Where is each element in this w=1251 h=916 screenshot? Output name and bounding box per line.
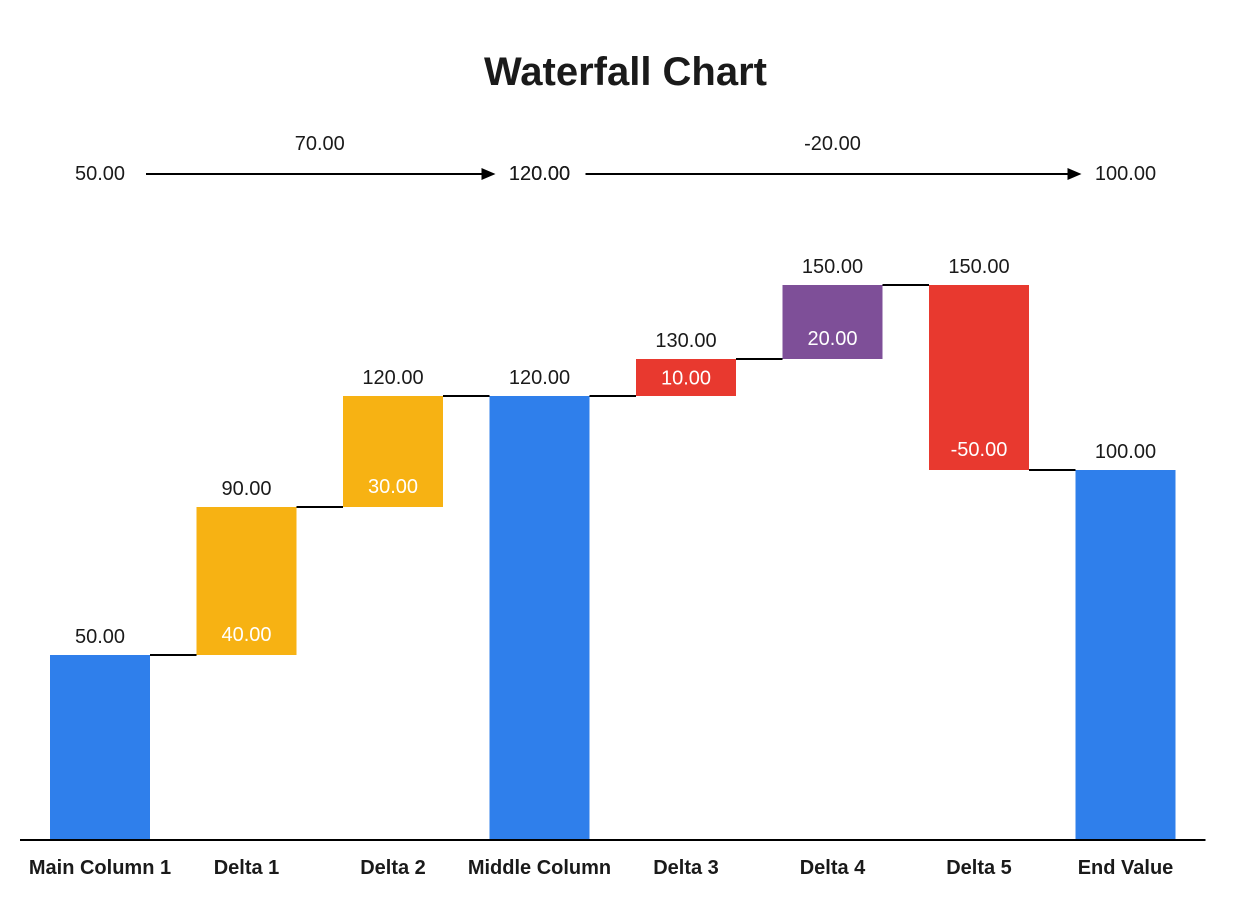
bar-top-label: 150.00 xyxy=(948,256,1009,278)
annotation-start-value: 50.00 xyxy=(75,163,125,185)
bar-delta-label: -50.00 xyxy=(951,439,1008,461)
bar-delta-label: 30.00 xyxy=(368,476,418,498)
bar-delta-label: 40.00 xyxy=(221,624,271,646)
chart-title: Waterfall Chart xyxy=(484,50,767,94)
bar-top-label: 120.00 xyxy=(362,367,423,389)
category-label: Middle Column xyxy=(468,857,611,879)
category-labels: Main Column 1 Delta 1 Delta 2 Middle Column… xyxy=(29,857,1173,879)
annotation-delta-value: 70.00 xyxy=(295,133,345,155)
annotations: 50.00120.0070.00120.00100.00-20.00 xyxy=(75,133,1156,185)
category-label: Delta 2 xyxy=(360,857,426,879)
category-label: Delta 3 xyxy=(653,857,719,879)
category-label: Delta 1 xyxy=(214,857,280,879)
bars: 50.00 90.00 40.00 120.00 30.00 120.00 130.00 10… xyxy=(50,256,1176,840)
total-bar xyxy=(50,655,150,840)
waterfall-chart: Waterfall Chart 50.00 120.00 70.00 120.00 10… xyxy=(0,0,1251,916)
annotation-end-value: 100.00 xyxy=(1095,163,1156,185)
bar-top-label: 90.00 xyxy=(221,478,271,500)
category-label: Delta 4 xyxy=(800,857,866,879)
bar-top-label: 130.00 xyxy=(655,330,716,352)
total-bar xyxy=(1076,470,1176,840)
annotation-delta-value: -20.00 xyxy=(804,133,861,155)
bar-delta-label: 10.00 xyxy=(661,368,711,390)
bar-top-label: 150.00 xyxy=(802,256,863,278)
bar-top-label: 50.00 xyxy=(75,626,125,648)
bar-delta-label: 20.00 xyxy=(807,328,857,350)
bar-top-label: 100.00 xyxy=(1095,441,1156,463)
annotation-start-value: 120.00 xyxy=(509,163,570,185)
bar-top-label: 120.00 xyxy=(509,367,570,389)
category-label: Delta 5 xyxy=(946,857,1012,879)
total-bar xyxy=(490,396,590,840)
category-label: Main Column 1 xyxy=(29,857,171,879)
category-label: End Value xyxy=(1078,857,1174,879)
